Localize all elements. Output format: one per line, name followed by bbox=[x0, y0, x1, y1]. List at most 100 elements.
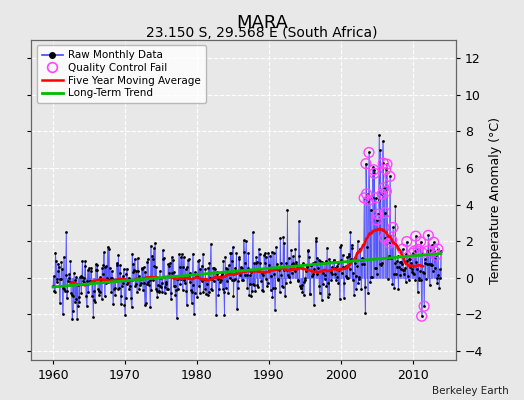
Point bbox=[101, 264, 110, 270]
Point bbox=[420, 303, 428, 309]
Point bbox=[107, 268, 116, 274]
Point bbox=[370, 170, 378, 176]
Point bbox=[97, 296, 106, 302]
Point bbox=[319, 270, 328, 276]
Point bbox=[378, 191, 386, 198]
Point bbox=[313, 270, 321, 277]
Point bbox=[176, 281, 184, 288]
Point bbox=[394, 253, 402, 260]
Point bbox=[340, 280, 348, 286]
Point bbox=[233, 306, 241, 312]
Point bbox=[200, 275, 208, 282]
Point bbox=[409, 250, 417, 256]
Point bbox=[139, 264, 148, 271]
Point bbox=[245, 292, 253, 298]
Point bbox=[184, 257, 192, 264]
Point bbox=[328, 271, 336, 277]
Point bbox=[65, 271, 73, 278]
Point bbox=[243, 284, 252, 291]
Point bbox=[78, 273, 86, 280]
Point bbox=[420, 303, 428, 309]
Point bbox=[323, 244, 331, 251]
Point bbox=[352, 272, 361, 279]
Point bbox=[98, 265, 106, 271]
Point bbox=[335, 296, 344, 302]
Point bbox=[254, 284, 262, 290]
Point bbox=[55, 264, 63, 270]
Point bbox=[414, 246, 422, 252]
Point bbox=[90, 288, 98, 294]
Point bbox=[185, 272, 193, 278]
Point bbox=[91, 261, 100, 268]
Point bbox=[209, 276, 217, 282]
Point bbox=[138, 266, 147, 272]
Point bbox=[165, 263, 173, 269]
Point bbox=[70, 270, 78, 277]
Point bbox=[79, 277, 87, 284]
Point bbox=[250, 260, 259, 266]
Point bbox=[77, 290, 85, 297]
Point bbox=[145, 282, 153, 288]
Point bbox=[186, 270, 194, 276]
Point bbox=[96, 274, 105, 280]
Point bbox=[206, 274, 214, 281]
Point bbox=[168, 270, 177, 276]
Point bbox=[74, 294, 83, 300]
Point bbox=[60, 254, 68, 260]
Point bbox=[157, 283, 165, 290]
Point bbox=[215, 285, 223, 292]
Point bbox=[166, 290, 174, 296]
Point bbox=[297, 285, 305, 291]
Point bbox=[251, 288, 259, 294]
Point bbox=[116, 262, 124, 268]
Point bbox=[143, 281, 151, 287]
Point bbox=[373, 217, 381, 223]
Point bbox=[76, 274, 84, 280]
Point bbox=[353, 263, 361, 269]
Point bbox=[54, 260, 62, 267]
Point bbox=[199, 251, 207, 257]
Point bbox=[172, 286, 180, 293]
Point bbox=[235, 254, 243, 261]
Point bbox=[74, 303, 82, 309]
Point bbox=[259, 287, 268, 294]
Point bbox=[206, 241, 215, 247]
Point bbox=[432, 252, 440, 258]
Point bbox=[128, 260, 137, 267]
Point bbox=[332, 263, 341, 269]
Point bbox=[427, 262, 435, 268]
Point bbox=[172, 315, 181, 321]
Point bbox=[136, 282, 144, 288]
Point bbox=[421, 260, 430, 266]
Point bbox=[355, 276, 364, 282]
Point bbox=[282, 260, 290, 266]
Point bbox=[308, 273, 316, 280]
Point bbox=[429, 268, 438, 274]
Point bbox=[381, 210, 389, 216]
Point bbox=[189, 282, 198, 288]
Point bbox=[147, 287, 156, 294]
Point bbox=[217, 273, 225, 280]
Point bbox=[283, 207, 292, 214]
Point bbox=[394, 286, 402, 292]
Point bbox=[340, 294, 348, 301]
Point bbox=[416, 268, 424, 274]
Point bbox=[357, 286, 365, 292]
Point bbox=[208, 287, 216, 294]
Point bbox=[163, 286, 171, 292]
Point bbox=[428, 262, 436, 268]
Point bbox=[436, 275, 444, 282]
Point bbox=[247, 293, 256, 300]
Point bbox=[324, 280, 332, 286]
Point bbox=[227, 277, 236, 283]
Point bbox=[86, 268, 95, 274]
Point bbox=[282, 266, 291, 273]
Point bbox=[234, 285, 242, 291]
Point bbox=[81, 258, 90, 264]
Point bbox=[85, 278, 94, 285]
Point bbox=[51, 288, 59, 295]
Point bbox=[202, 291, 210, 298]
Point bbox=[364, 198, 373, 204]
Point bbox=[307, 262, 315, 269]
Y-axis label: Temperature Anomaly (°C): Temperature Anomaly (°C) bbox=[489, 116, 502, 284]
